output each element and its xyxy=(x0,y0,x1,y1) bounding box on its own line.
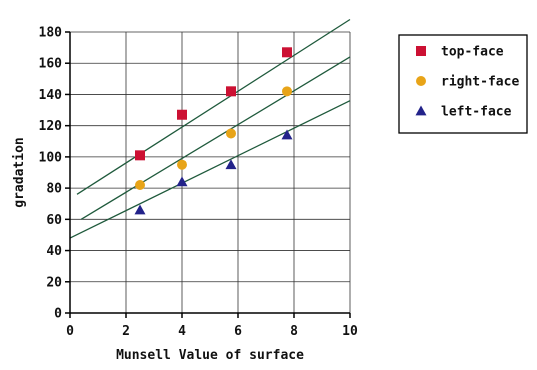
y-tick-label-100: 100 xyxy=(39,150,63,165)
point-right-face-4 xyxy=(282,86,292,97)
y-tick-label-60: 60 xyxy=(46,213,62,228)
x-tick-label-8: 8 xyxy=(290,324,298,339)
point-right-face-3 xyxy=(226,128,236,139)
fit-line-left-face xyxy=(69,100,351,239)
point-left-face-1 xyxy=(134,204,146,215)
y-tick-label-40: 40 xyxy=(46,244,62,259)
legend: top-face right-face left-face xyxy=(398,34,528,134)
y-tick-label-140: 140 xyxy=(39,88,63,103)
x-tick-label-6: 6 xyxy=(234,324,242,339)
x-axis-label: Munsell Value of surface xyxy=(116,348,304,363)
point-right-face-1 xyxy=(135,179,145,190)
axes xyxy=(65,31,351,318)
fit-lines xyxy=(69,18,351,239)
data-points xyxy=(134,47,293,215)
y-tick-label-160: 160 xyxy=(39,57,63,72)
point-top-face-2 xyxy=(177,109,187,120)
point-top-face-4 xyxy=(282,47,292,58)
legend-label-left-face: left-face xyxy=(441,105,512,120)
legend-marker-top-face xyxy=(416,46,426,56)
tick-labels: 0 20 40 60 80 100 120 140 160 180 0 2 4 6 8 10 xyxy=(39,26,358,340)
point-top-face-1 xyxy=(135,150,145,161)
point-left-face-4 xyxy=(281,129,293,140)
point-right-face-2 xyxy=(177,159,187,170)
y-tick-label-20: 20 xyxy=(46,275,62,290)
point-left-face-3 xyxy=(225,159,237,170)
point-top-face-3 xyxy=(226,86,236,97)
x-tick-label-0: 0 xyxy=(66,324,74,339)
y-tick-label-0: 0 xyxy=(54,307,62,322)
fit-line-right-face xyxy=(80,56,351,220)
legend-marker-right-face xyxy=(416,76,426,86)
legend-marker-left-face xyxy=(415,105,427,116)
y-tick-label-180: 180 xyxy=(39,26,63,41)
x-tick-label-2: 2 xyxy=(122,324,130,339)
y-axis-label: gradation xyxy=(12,137,27,207)
y-tick-label-80: 80 xyxy=(46,182,62,197)
x-tick-label-4: 4 xyxy=(178,324,186,339)
y-tick-label-120: 120 xyxy=(39,119,63,134)
fit-line-top-face xyxy=(76,18,351,195)
legend-label-top-face: top-face xyxy=(441,45,504,60)
point-left-face-2 xyxy=(176,176,188,187)
x-tick-label-10: 10 xyxy=(342,324,358,339)
legend-label-right-face: right-face xyxy=(441,75,519,90)
